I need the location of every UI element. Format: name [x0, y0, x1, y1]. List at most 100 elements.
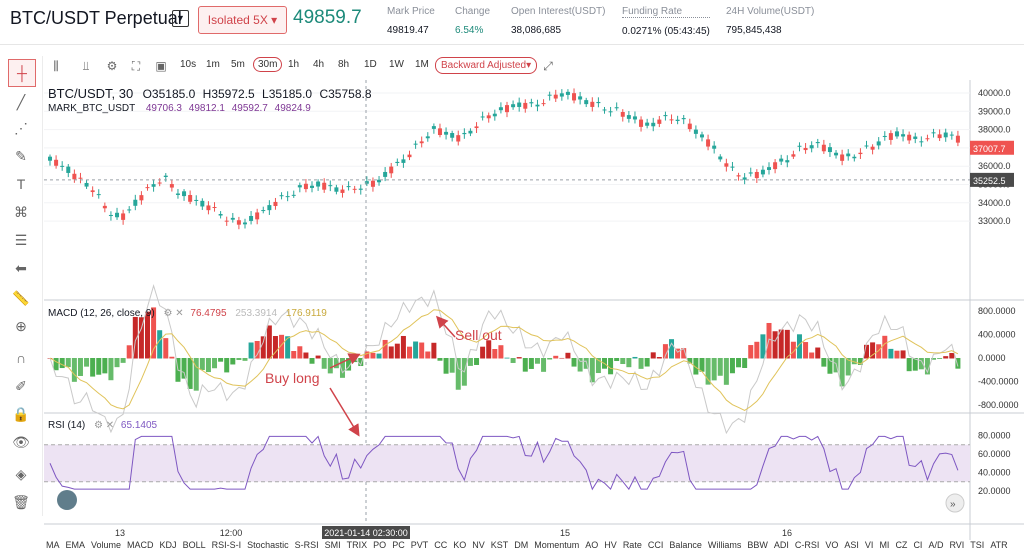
- trend-line-icon[interactable]: ╱: [16, 94, 26, 110]
- candle-body: [724, 163, 729, 167]
- macd-bar: [632, 356, 638, 359]
- settings-icon[interactable]: ⚙: [106, 59, 118, 73]
- candle-body: [261, 210, 266, 212]
- brush-icon[interactable]: ✎: [15, 148, 27, 164]
- pair-dropdown-icon[interactable]: ▼: [172, 10, 189, 27]
- back-arrow-icon[interactable]: ⬅: [15, 260, 27, 276]
- indicator-pc[interactable]: PC: [392, 540, 405, 550]
- magnet-icon[interactable]: ∩: [15, 350, 27, 366]
- candle-body: [322, 182, 327, 190]
- tf-10s[interactable]: 10s: [180, 59, 197, 70]
- indicator-balance[interactable]: Balance: [669, 540, 702, 550]
- ruler-icon[interactable]: 📏: [12, 290, 30, 306]
- indicator-cc[interactable]: CC: [434, 540, 448, 550]
- indicator-trix[interactable]: TRIX: [346, 540, 368, 550]
- indicator-asi[interactable]: ASI: [844, 540, 859, 550]
- macd-bar: [705, 358, 711, 385]
- macd-bar: [717, 358, 723, 376]
- macd-bar: [912, 358, 918, 371]
- tf-1m[interactable]: 1m: [206, 59, 220, 70]
- indicator-hv[interactable]: HV: [604, 540, 617, 550]
- indicator-nv[interactable]: NV: [472, 540, 485, 550]
- crosshair-time: 2021-01-14 02:30:00: [324, 528, 408, 538]
- indicator-vo[interactable]: VO: [825, 540, 839, 550]
- rsi-settings-icon[interactable]: ⚙ ✕: [94, 420, 115, 431]
- indicator-bbw[interactable]: BBW: [747, 540, 768, 550]
- candle-body: [840, 154, 845, 161]
- tf-1d[interactable]: 1D: [364, 59, 377, 70]
- crosshair-icon[interactable]: ┼: [8, 59, 36, 87]
- indicator-kdj[interactable]: KDJ: [159, 540, 177, 550]
- indicator-vi[interactable]: VI: [864, 540, 874, 550]
- indicator-stochastic[interactable]: Stochastic: [247, 540, 289, 550]
- macd-bar: [809, 352, 815, 359]
- tf-5m[interactable]: 5m: [231, 59, 245, 70]
- macd-tick: -400.0000: [978, 377, 1019, 387]
- fullscreen-icon[interactable]: ⛶: [131, 59, 141, 73]
- tf-8h[interactable]: 8h: [338, 59, 350, 70]
- indicator-rsi-s-i[interactable]: RSI-S-I: [211, 540, 242, 550]
- adjust-dropdown[interactable]: Backward Adjusted▾: [435, 57, 538, 74]
- indicator-mi[interactable]: MI: [879, 540, 890, 550]
- tf-1mo[interactable]: 1M: [415, 59, 429, 70]
- indicator-volume[interactable]: Volume: [91, 540, 122, 550]
- text-tool-icon[interactable]: T: [16, 176, 26, 192]
- lock-icon[interactable]: 🔒: [12, 406, 30, 422]
- indicator-momentum[interactable]: Momentum: [534, 540, 580, 550]
- macd-bar: [187, 358, 193, 389]
- indicator-dm[interactable]: DM: [514, 540, 529, 550]
- tf-30m[interactable]: 30m: [253, 57, 283, 72]
- rsi-tick: 60.0000: [978, 449, 1011, 459]
- indicators-icon[interactable]: ⫫: [82, 59, 90, 73]
- indicator-smi[interactable]: SMI: [324, 540, 341, 550]
- indicator-ko[interactable]: KO: [453, 540, 467, 550]
- margin-mode-button[interactable]: Isolated 5X ▾: [198, 6, 287, 34]
- eye-icon[interactable]: 👁: [12, 434, 30, 450]
- prediction-icon[interactable]: ☰: [14, 232, 28, 248]
- tf-4h[interactable]: 4h: [313, 59, 325, 70]
- legend-open: O35185.0: [142, 87, 196, 101]
- candle-body: [663, 115, 668, 117]
- candle-body: [370, 180, 375, 187]
- screenshot-icon[interactable]: ▣: [155, 59, 167, 73]
- indicator-po[interactable]: PO: [373, 540, 387, 550]
- tf-1w[interactable]: 1W: [389, 59, 404, 70]
- indicator-cci[interactable]: CCI: [647, 540, 664, 550]
- pattern-icon[interactable]: ⌘: [14, 204, 28, 220]
- indicator-williams[interactable]: Williams: [707, 540, 742, 550]
- fib-tool-icon[interactable]: ⋰: [14, 120, 28, 136]
- indicator-rvi[interactable]: RVI: [949, 540, 965, 550]
- layers-icon[interactable]: ◈: [15, 466, 27, 482]
- indicator-s-rsi[interactable]: S-RSI: [294, 540, 319, 550]
- tf-1h[interactable]: 1h: [288, 59, 300, 70]
- trash-icon[interactable]: 🗑: [12, 494, 30, 510]
- pair-title[interactable]: BTC/USDT Perpetual: [10, 8, 182, 28]
- indicator-ma[interactable]: MA: [46, 540, 60, 550]
- indicator-macd[interactable]: MACD: [127, 540, 154, 550]
- indicator-a-d[interactable]: A/D: [928, 540, 944, 550]
- indicator-ao[interactable]: AO: [585, 540, 599, 550]
- macd-bar: [620, 358, 626, 365]
- indicator-c-rsi[interactable]: C-RSI: [794, 540, 820, 550]
- indicator-ema[interactable]: EMA: [65, 540, 86, 550]
- indicator-kst[interactable]: KST: [490, 540, 509, 550]
- macd-bar: [388, 346, 394, 359]
- indicator-rate[interactable]: Rate: [622, 540, 642, 550]
- pencil-lock-icon[interactable]: ✐: [15, 378, 27, 394]
- scroll-right-icon[interactable]: [945, 493, 965, 513]
- indicator-pvt[interactable]: PVT: [410, 540, 429, 550]
- indicator-adi[interactable]: ADI: [773, 540, 789, 550]
- stat-funding-rate[interactable]: Funding Rate 0.0271% (05:43:45): [622, 6, 710, 37]
- indicator-cz[interactable]: CZ: [895, 540, 908, 550]
- indicator-boll[interactable]: BOLL: [182, 540, 206, 550]
- indicator-tsi[interactable]: TSI: [970, 540, 985, 550]
- expand-icon[interactable]: ⤢: [543, 59, 553, 73]
- macd-bar: [547, 358, 553, 360]
- candle-type-icon[interactable]: ⫼: [53, 59, 59, 73]
- macd-settings-icon[interactable]: ⚙ ✕: [163, 308, 184, 319]
- indicator-ci[interactable]: CI: [913, 540, 923, 550]
- zoom-in-icon[interactable]: ⊕: [15, 318, 27, 334]
- macd-v1: 76.4795: [190, 308, 227, 319]
- indicator-atr[interactable]: ATR: [990, 540, 1008, 550]
